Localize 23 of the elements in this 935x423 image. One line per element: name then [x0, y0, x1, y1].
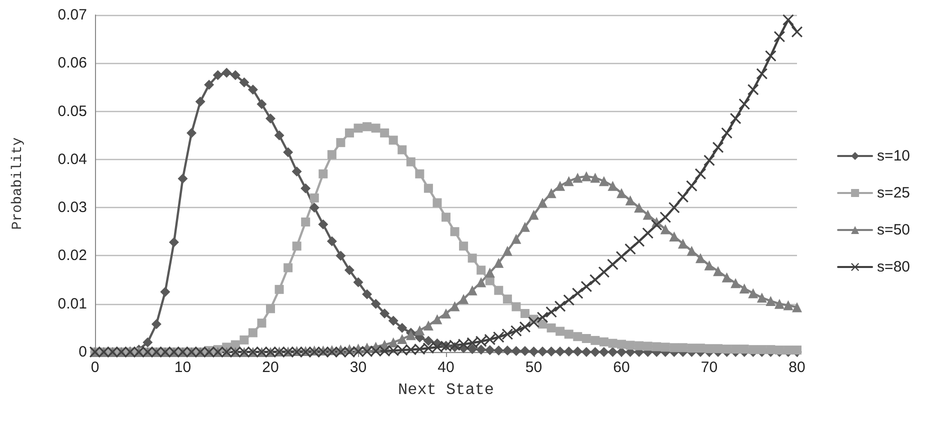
y-tick-label: 0.06: [58, 54, 87, 72]
x-tick-label: 50: [525, 359, 542, 376]
legend-label: s=10: [877, 148, 910, 164]
y-tick-label: 0.04: [58, 150, 87, 168]
x-tick-label: 20: [262, 359, 279, 376]
x-tick-label: 0: [90, 359, 100, 376]
x-tick-label: 70: [700, 359, 718, 376]
y-tick-label: 0.02: [58, 247, 87, 264]
legend-label: s=25: [877, 184, 910, 202]
y-axis-title: Probability: [10, 137, 26, 230]
legend-label: s=80: [877, 258, 910, 276]
legend-label: s=50: [877, 222, 910, 238]
y-tick-label: 0: [78, 344, 87, 360]
x-tick-label: 10: [174, 359, 192, 376]
x-tick-label: 30: [350, 359, 367, 376]
x-tick-label: 60: [613, 359, 630, 376]
y-tick-label: 0.01: [58, 295, 87, 312]
x-tick-label: 80: [788, 359, 806, 376]
x-axis-title: Next State: [398, 381, 494, 399]
y-tick-label: 0.03: [58, 199, 87, 216]
y-tick-label: 0.05: [58, 102, 87, 120]
y-tick-label: 0.07: [58, 6, 87, 24]
x-tick-label: 40: [438, 359, 454, 376]
